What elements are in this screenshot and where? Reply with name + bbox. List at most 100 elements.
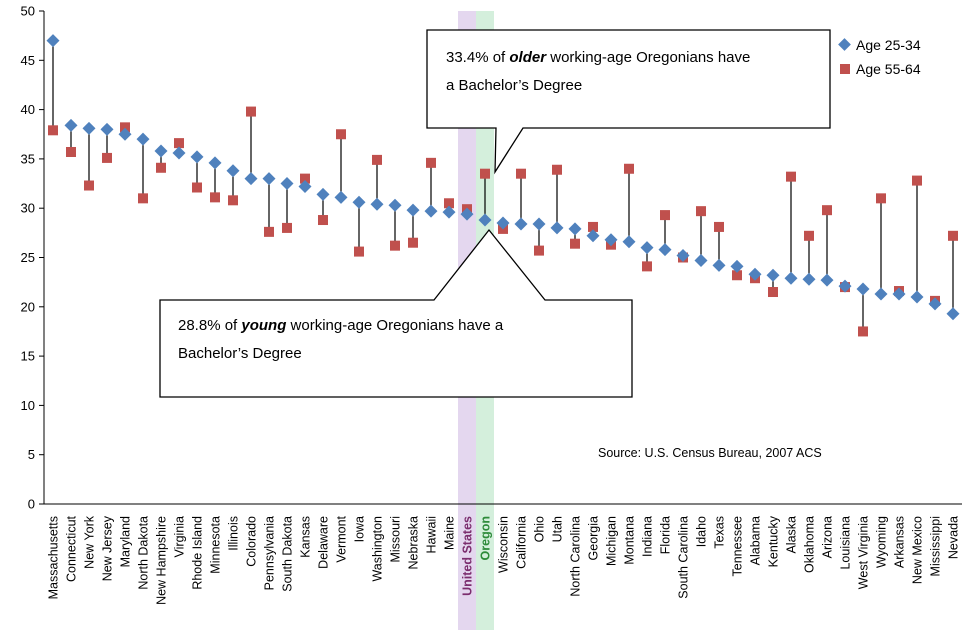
point-age-25-34-wyoming — [874, 287, 888, 301]
x-label-west-virginia: West Virginia — [857, 516, 871, 589]
x-label-kansas: Kansas — [299, 516, 313, 558]
point-age-25-34-new-york — [82, 121, 96, 135]
y-axis-ticks: 0 5 10 15 20 25 30 35 40 45 50 — [21, 4, 44, 512]
x-label-new-mexico: New Mexico — [911, 516, 925, 584]
x-label-vermont: Vermont — [335, 515, 349, 562]
x-label-nevada: Nevada — [947, 516, 961, 559]
y-tick-label-30: 30 — [21, 201, 35, 216]
x-label-north-dakota: North Dakota — [137, 516, 151, 590]
x-label-massachusetts: Massachusetts — [47, 516, 61, 599]
point-age-55-64-florida — [660, 210, 670, 221]
callout-older: 33.4% of older working-age Oregonians ha… — [426, 29, 831, 175]
x-label-alaska: Alaska — [785, 516, 799, 554]
x-label-new-york: New York — [83, 515, 97, 569]
point-age-55-64-illinois — [228, 195, 238, 206]
point-age-55-64-new-mexico — [912, 175, 922, 186]
point-age-25-34-arkansas — [892, 287, 906, 301]
x-label-utah: Utah — [551, 516, 565, 542]
point-age-25-34-united-states — [460, 207, 474, 221]
x-label-wyoming: Wyoming — [875, 516, 889, 568]
point-age-25-34-missouri — [388, 198, 402, 212]
legend-label-age-55-64: Age 55-64 — [856, 61, 921, 77]
point-age-55-64-kansas — [300, 173, 310, 184]
point-age-25-34-tennessee — [730, 259, 744, 273]
point-age-25-34-iowa — [352, 195, 366, 209]
point-age-25-34-alaska — [784, 271, 798, 285]
x-label-tennessee: Tennessee — [731, 516, 745, 577]
x-label-idaho: Idaho — [695, 516, 709, 547]
y-tick-label-50: 50 — [21, 4, 35, 19]
point-age-55-64-washington — [372, 154, 382, 165]
point-age-55-64-west-virginia — [858, 326, 868, 337]
source-note: Source: U.S. Census Bureau, 2007 ACS — [598, 446, 822, 460]
x-axis-labels: Massachusetts Connecticut New York New Jers… — [47, 515, 961, 605]
point-age-25-34-california — [514, 217, 528, 231]
x-label-minnesota: Minnesota — [209, 516, 223, 574]
point-age-25-34-maine — [442, 205, 456, 219]
legend-label-age-25-34: Age 25-34 — [856, 37, 921, 53]
y-tick-label-0: 0 — [28, 497, 35, 512]
point-age-25-34-new-hampshire — [154, 144, 168, 158]
point-age-55-64-california — [516, 168, 526, 179]
point-age-55-64-kentucky — [768, 287, 778, 298]
point-age-25-34-nevada — [946, 307, 960, 321]
point-age-25-34-florida — [658, 243, 672, 257]
point-age-55-64-montana — [624, 163, 634, 174]
point-age-25-34-south-dakota — [280, 177, 294, 191]
x-label-connecticut: Connecticut — [65, 515, 79, 582]
x-label-north-carolina: North Carolina — [569, 516, 583, 597]
point-age-25-34-ohio — [532, 217, 546, 231]
callout-older-box — [426, 29, 831, 175]
point-age-55-64-north-carolina — [570, 238, 580, 249]
x-label-montana: Montana — [623, 516, 637, 565]
x-label-colorado: Colorado — [245, 516, 259, 567]
point-age-55-64-rhode-island — [192, 182, 202, 193]
point-age-25-34-kansas — [298, 180, 312, 194]
legend-marker-square — [840, 64, 850, 74]
point-age-55-64-texas — [714, 221, 724, 232]
x-label-indiana: Indiana — [641, 516, 655, 557]
point-age-55-64-massachusetts — [48, 125, 58, 136]
point-age-25-34-nebraska — [406, 203, 420, 217]
callout-young: 28.8% of young working-age Oregonians ha… — [159, 228, 633, 398]
point-age-25-34-texas — [712, 258, 726, 272]
point-age-55-64-colorado — [246, 106, 256, 117]
x-label-california: California — [515, 516, 529, 569]
point-age-55-64-oregon — [480, 168, 490, 179]
callout-young-line2: Bachelor’s Degree — [178, 345, 302, 362]
x-label-georgia: Georgia — [587, 516, 601, 561]
point-age-25-34-west-virginia — [856, 282, 870, 296]
point-age-55-64-nebraska — [408, 237, 418, 248]
point-age-25-34-oregon — [478, 213, 492, 227]
x-label-ohio: Ohio — [533, 516, 547, 542]
callout-older-line1: 33.4% of older working-age Oregonians ha… — [446, 49, 750, 66]
x-label-delaware: Delaware — [317, 516, 331, 569]
point-age-25-34-idaho — [694, 253, 708, 267]
point-age-55-64-pennsylvania — [264, 226, 274, 237]
x-label-missouri: Missouri — [389, 516, 403, 563]
point-age-25-34-pennsylvania — [262, 172, 276, 186]
point-age-55-64-iowa — [354, 246, 364, 257]
point-age-25-34-montana — [622, 235, 636, 249]
x-label-alabama: Alabama — [749, 516, 763, 565]
x-label-wisconsin: Wisconsin — [497, 516, 511, 573]
x-label-new-hampshire: New Hampshire — [155, 516, 169, 605]
x-label-florida: Florida — [659, 516, 673, 554]
point-age-25-34-minnesota — [208, 156, 222, 170]
x-label-mississippi: Mississippi — [929, 516, 943, 576]
point-age-25-34-mississippi — [928, 297, 942, 311]
point-age-55-64-ohio — [534, 245, 544, 256]
point-age-55-64-missouri — [390, 240, 400, 251]
point-age-55-64-tennessee — [732, 270, 742, 281]
y-tick-label-45: 45 — [21, 53, 35, 68]
point-age-55-64-hawaii — [426, 157, 436, 168]
point-age-55-64-utah — [552, 164, 562, 175]
point-age-55-64-arizona — [822, 205, 832, 216]
x-label-texas: Texas — [713, 516, 727, 549]
point-age-25-34-new-mexico — [910, 290, 924, 304]
x-label-arizona: Arizona — [821, 516, 835, 558]
point-age-55-64-connecticut — [66, 146, 76, 157]
point-age-25-34-louisiana — [838, 279, 852, 293]
x-label-united-states: United States — [461, 516, 475, 596]
